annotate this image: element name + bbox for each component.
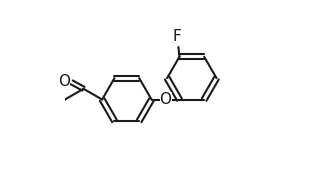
Text: F: F xyxy=(173,29,182,45)
Text: O: O xyxy=(58,74,70,89)
Text: O: O xyxy=(160,92,171,107)
